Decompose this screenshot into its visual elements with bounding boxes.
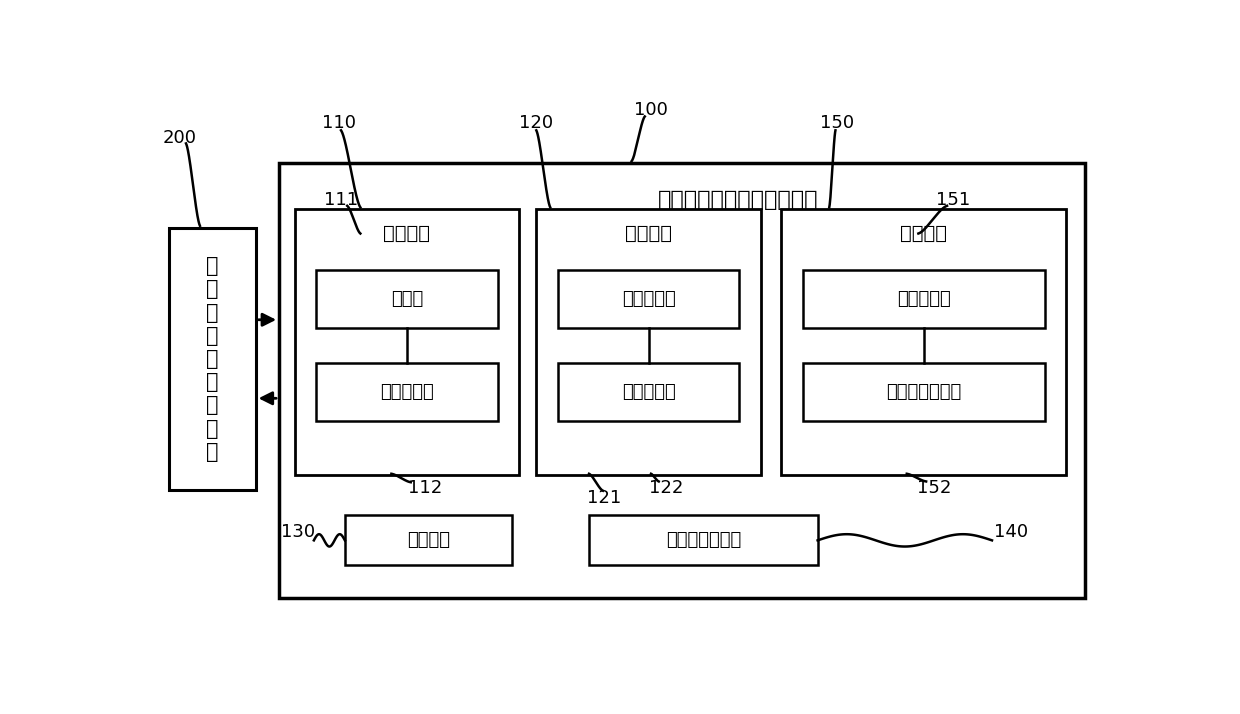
Text: 111: 111 [324,191,358,208]
Text: 气味传感器: 气味传感器 [897,291,951,308]
Text: 122: 122 [650,478,683,497]
Text: 200: 200 [162,129,197,147]
Text: 光谱模块: 光谱模块 [625,224,672,243]
Text: 150: 150 [820,114,854,131]
Text: 121: 121 [588,488,621,507]
Text: 图像处理器: 图像处理器 [379,383,434,401]
Bar [295,209,520,475]
Bar [558,363,739,421]
Text: 100: 100 [634,101,668,119]
Bar [558,271,739,328]
Bar [536,209,761,475]
Bar [804,363,1044,421]
Text: 视觉模块: 视觉模块 [383,224,430,243]
Bar [169,228,255,490]
Bar [804,271,1044,328]
Text: 130: 130 [281,523,315,541]
Text: 绑定和认证模块: 绑定和认证模块 [666,531,742,549]
Text: 152: 152 [916,478,951,497]
Text: 光谱接收器: 光谱接收器 [621,383,676,401]
Text: 151: 151 [936,191,971,208]
Text: 显示模块: 显示模块 [407,531,450,549]
Text: 110: 110 [322,114,356,131]
Text: 140: 140 [994,523,1028,541]
Text: 云
端
疾
病
评
价
子
系
统: 云 端 疾 病 评 价 子 系 统 [206,256,218,462]
Text: 摄像头: 摄像头 [391,291,423,308]
Text: 光谱发射器: 光谱发射器 [621,291,676,308]
Bar [279,163,1085,598]
Bar [316,271,497,328]
Bar [345,516,511,565]
Bar [589,516,817,565]
Text: 120: 120 [520,114,553,131]
Bar [781,209,1066,475]
Text: 112: 112 [408,478,441,497]
Bar [316,363,497,421]
Text: 气味信息处理器: 气味信息处理器 [887,383,961,401]
Text: 马桶端生态检测分析子系统: 马桶端生态检测分析子系统 [658,190,818,210]
Text: 气味模块: 气味模块 [900,224,947,243]
